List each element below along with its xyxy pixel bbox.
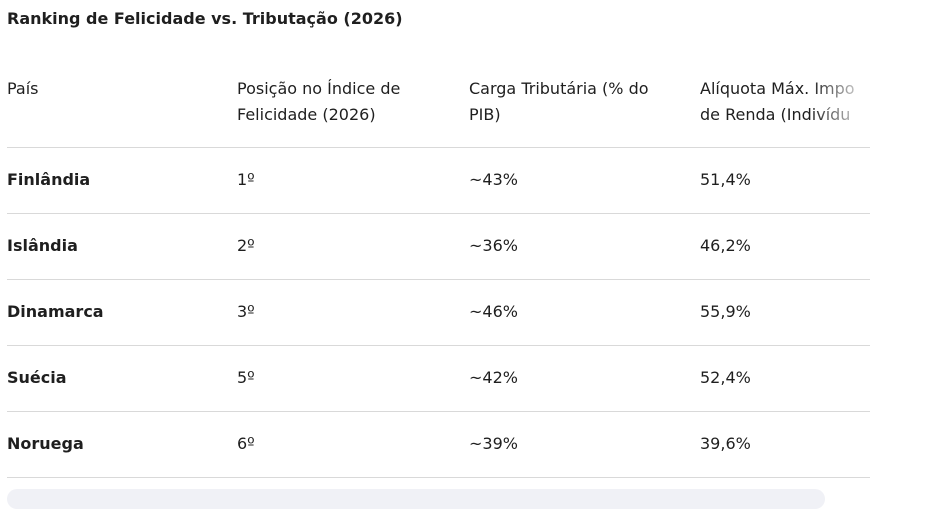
row-label: Finlândia <box>7 170 91 189</box>
header-cell: PIB) <box>469 105 501 124</box>
cell: ~46% <box>469 302 518 321</box>
divider <box>7 279 870 280</box>
cell: 6º <box>237 434 255 453</box>
cell: ~43% <box>469 170 518 189</box>
cell: 46,2% <box>700 236 751 255</box>
divider <box>7 477 870 478</box>
page: Ranking de Felicidade vs. Tributação (20… <box>7 9 872 509</box>
input-box[interactable] <box>7 489 825 509</box>
cell: 52,4% <box>700 368 751 387</box>
header-cell: Carga Tributária (% do <box>469 79 649 98</box>
cell: 2º <box>237 236 255 255</box>
cell: 1º <box>237 170 255 189</box>
row-label: Suécia <box>7 368 67 387</box>
header-cell: Posição no Índice de <box>237 79 401 98</box>
row-label: Noruega <box>7 434 84 453</box>
cell: 51,4% <box>700 170 751 189</box>
cell: 55,9% <box>700 302 751 321</box>
row-label: Islândia <box>7 236 78 255</box>
divider <box>7 345 870 346</box>
cell: 39,6% <box>700 434 751 453</box>
row-label: Dinamarca <box>7 302 104 321</box>
table-title: Ranking de Felicidade vs. Tributação (20… <box>7 9 403 28</box>
header-cell: Felicidade (2026) <box>237 105 376 124</box>
header-cell: País <box>7 79 39 98</box>
cell: ~42% <box>469 368 518 387</box>
divider <box>7 147 870 148</box>
cell: ~39% <box>469 434 518 453</box>
cell: 3º <box>237 302 255 321</box>
cell: ~36% <box>469 236 518 255</box>
divider <box>7 213 870 214</box>
fade <box>810 70 872 130</box>
cell: 5º <box>237 368 255 387</box>
divider <box>7 411 870 412</box>
